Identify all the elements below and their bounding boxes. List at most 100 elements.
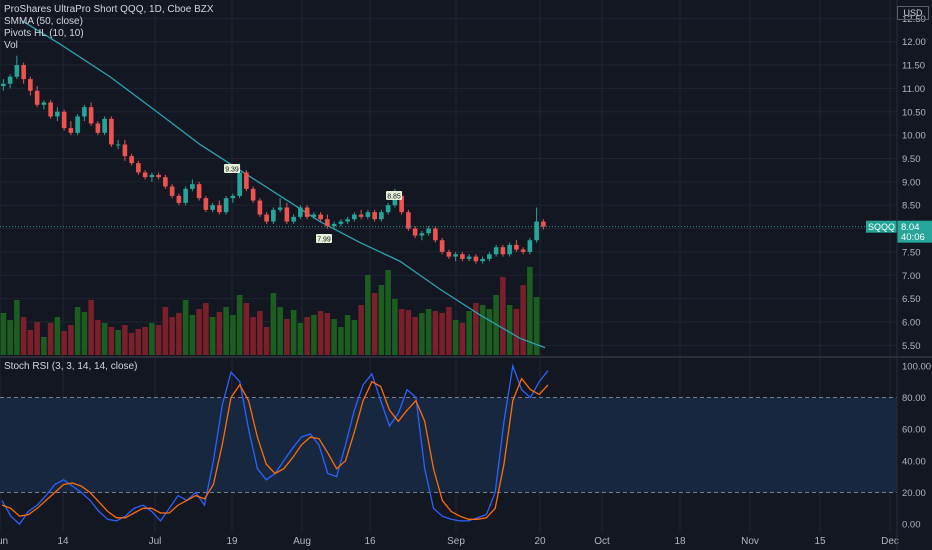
candle-body xyxy=(55,111,60,117)
x-tick-label: Sep xyxy=(447,536,465,547)
volume-bar xyxy=(398,309,405,355)
rsi-band xyxy=(0,397,897,493)
candle-body xyxy=(136,163,141,173)
volume-bar xyxy=(344,315,351,355)
candle-body xyxy=(196,184,202,199)
candle-body xyxy=(271,209,276,222)
volume-bar xyxy=(527,267,533,355)
rsi-axis-label: 0.00 xyxy=(902,520,921,531)
volume-bar xyxy=(304,317,310,355)
candle-body xyxy=(163,177,168,187)
candle-body xyxy=(304,207,310,217)
volume-bar xyxy=(135,329,142,355)
candle-body xyxy=(122,144,128,157)
candle-body xyxy=(325,219,330,227)
candle-body xyxy=(284,207,290,222)
candle-body xyxy=(142,172,148,178)
volume-bar xyxy=(74,307,81,355)
candle-body xyxy=(534,221,539,241)
x-tick-label: Jul xyxy=(149,536,162,547)
volume-bar xyxy=(68,325,74,355)
volume-bar xyxy=(47,323,54,355)
vol-legend[interactable]: Vol xyxy=(4,40,18,51)
candle-body xyxy=(358,214,364,217)
candle-body xyxy=(61,111,67,129)
volume-bar xyxy=(290,310,297,355)
x-tick-label: 20 xyxy=(534,536,546,547)
candle-body xyxy=(412,228,418,236)
volume-bar xyxy=(95,320,101,355)
candle-body xyxy=(244,172,249,189)
x-tick-label: 18 xyxy=(674,536,686,547)
candle-body xyxy=(68,128,74,133)
volume-bar xyxy=(142,327,148,355)
price-axis-label: 9.50 xyxy=(902,154,921,165)
candle-body xyxy=(372,212,377,220)
volume-bar xyxy=(324,313,331,355)
volume-bar xyxy=(486,309,493,355)
candle-body xyxy=(169,186,175,196)
x-tick-label: 19 xyxy=(226,536,238,547)
volume-bar xyxy=(371,293,378,355)
volume-bar xyxy=(108,327,115,355)
pivot-label-box xyxy=(316,234,332,243)
candle-body xyxy=(183,188,188,203)
pivot-label: 8.85 xyxy=(387,194,401,201)
volume-bar xyxy=(7,320,13,355)
candle-body xyxy=(419,233,425,236)
pivot-label: 9.39 xyxy=(225,167,239,174)
volume-bar xyxy=(392,299,398,355)
candle-body xyxy=(514,244,519,250)
candle-body xyxy=(277,207,283,210)
volume-bar xyxy=(351,320,358,355)
volume-bar xyxy=(128,333,135,355)
candle-body xyxy=(82,107,87,117)
volume-bar xyxy=(122,325,128,355)
candle-body xyxy=(75,116,80,133)
candle-body xyxy=(264,214,269,222)
rsi-axis-label: 100.00 xyxy=(902,361,931,372)
volume-bar xyxy=(196,309,202,355)
volume-bar xyxy=(311,315,317,355)
volume-bar xyxy=(439,313,445,355)
volume-bar xyxy=(20,317,27,355)
volume-bar xyxy=(250,317,256,355)
pivot-label-box xyxy=(386,191,402,200)
candle-body xyxy=(190,184,195,189)
candle-body xyxy=(331,223,337,227)
candle-body xyxy=(379,212,384,220)
smma-legend[interactable]: SMMA (50, close) xyxy=(4,16,83,27)
stoch-rsi-legend[interactable]: Stoch RSI (3, 3, 14, 14, close) xyxy=(4,361,138,372)
volume-bar xyxy=(331,319,337,355)
volume-bar xyxy=(257,311,263,355)
candle-body xyxy=(446,251,452,257)
volume-bar xyxy=(284,319,290,355)
candle-body xyxy=(7,76,13,84)
price-axis-label: 8.50 xyxy=(902,201,921,212)
volume-bar xyxy=(338,327,344,355)
candle-body xyxy=(102,118,107,133)
volume-bar xyxy=(378,285,385,355)
candle-body xyxy=(291,216,296,222)
candle-body xyxy=(28,79,33,91)
candle-body xyxy=(48,102,53,117)
pivot-label: 7.99 xyxy=(317,237,331,244)
volume-bar xyxy=(88,300,94,355)
volume-bar xyxy=(425,309,432,355)
pivots-legend[interactable]: Pivots HL (10, 10) xyxy=(4,28,84,39)
candle-body xyxy=(223,198,229,213)
candle-body xyxy=(88,107,94,124)
currency-badge[interactable]: USD xyxy=(897,6,929,20)
volume-bar xyxy=(41,337,47,355)
candle-body xyxy=(203,198,209,210)
volume-bar xyxy=(385,270,391,355)
candle-body xyxy=(406,212,411,229)
candle-body xyxy=(460,254,465,259)
rsi-axis-label: 80.00 xyxy=(902,393,926,404)
symbol-tag xyxy=(866,220,897,233)
x-tick-label: Aug xyxy=(293,536,311,547)
volume-bar xyxy=(243,303,250,355)
volume-bar xyxy=(263,327,270,355)
volume-bar xyxy=(61,331,67,355)
